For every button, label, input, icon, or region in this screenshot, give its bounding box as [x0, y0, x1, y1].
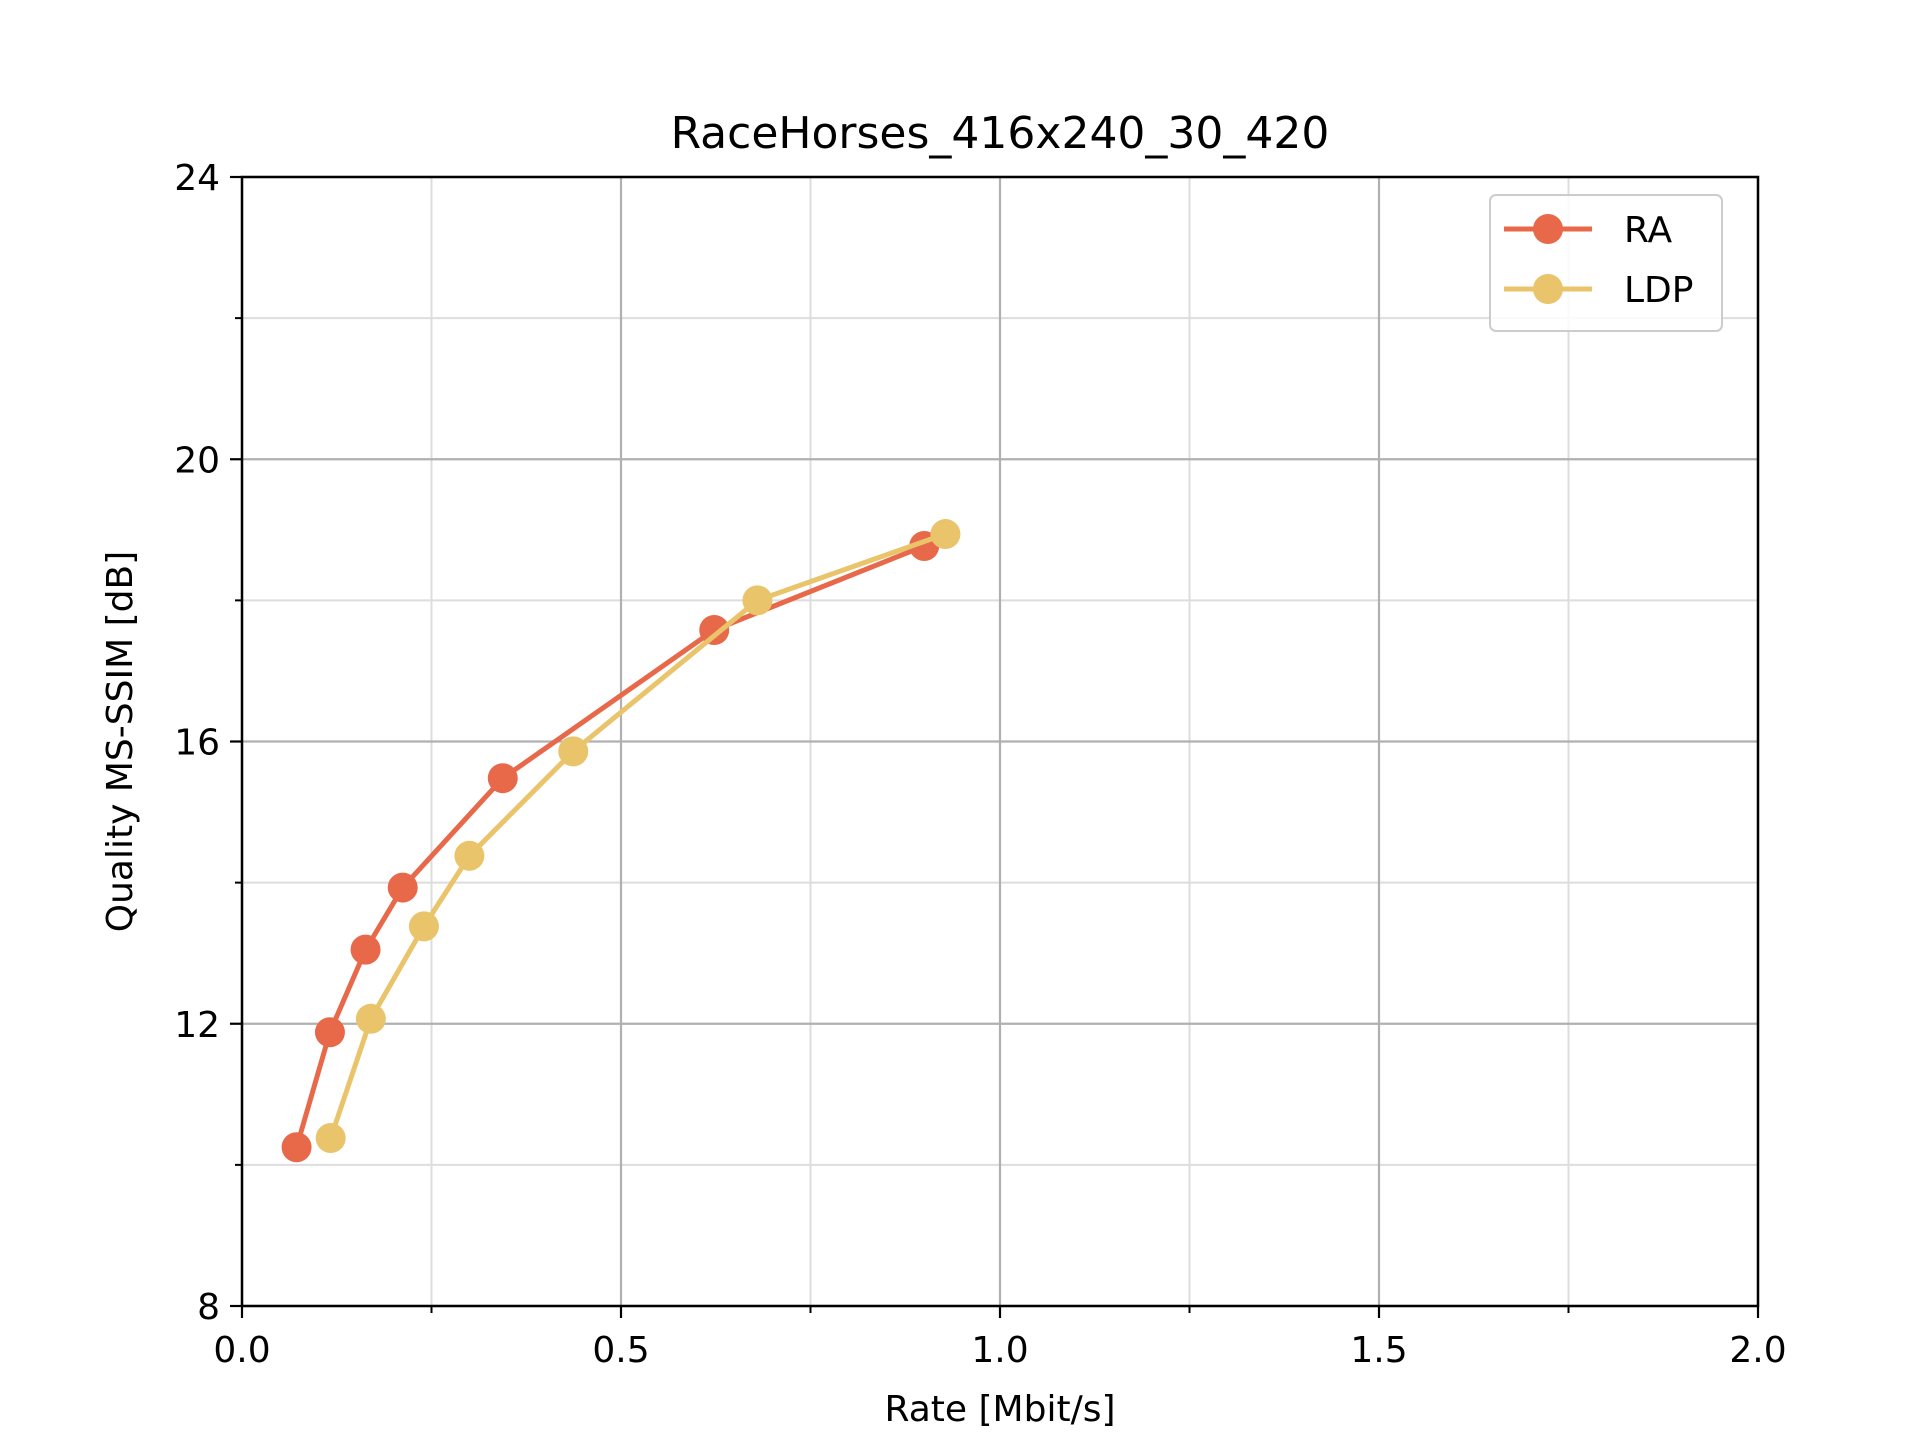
legend-label: RA [1624, 210, 1673, 251]
x-tick-label: 0.0 [213, 1330, 270, 1371]
y-tick-label: 24 [174, 158, 220, 199]
series [281, 519, 961, 1163]
data-point [930, 519, 961, 550]
x-tick-label: 2.0 [1729, 1330, 1786, 1371]
data-point [387, 872, 418, 903]
series-ldp [315, 519, 961, 1154]
x-tick-label: 0.5 [592, 1330, 649, 1371]
chart-title: RaceHorses_416x240_30_420 [671, 108, 1330, 159]
data-point [281, 1132, 312, 1163]
plot-frame [240, 175, 1760, 1308]
axis-ticks: 0.0 0.5 1.0 1.5 2.0 8 12 16 20 24 [174, 158, 1786, 1371]
x-tick-label: 1.5 [1350, 1330, 1407, 1371]
data-point [314, 1017, 345, 1048]
legend: RA LDP [1489, 194, 1723, 332]
x-tick-label: 1.0 [971, 1330, 1028, 1371]
data-point [454, 840, 485, 871]
legend-marker [1533, 214, 1563, 244]
series-ra [281, 531, 940, 1163]
legend-item-ra: RA [1504, 210, 1673, 251]
legend-label: LDP [1624, 270, 1694, 311]
y-tick-label: 20 [174, 440, 220, 481]
legend-item-ldp: LDP [1504, 270, 1694, 311]
y-tick-label: 8 [197, 1287, 220, 1328]
data-point [558, 736, 589, 767]
y-axis-label: Quality MS-SSIM [dB] [100, 551, 141, 932]
y-tick-label: 12 [174, 1005, 220, 1046]
data-point [355, 1003, 386, 1034]
data-point [699, 615, 730, 646]
y-tick-label: 16 [174, 723, 220, 764]
data-point [487, 763, 518, 794]
data-point [408, 911, 439, 942]
legend-marker [1533, 274, 1563, 304]
data-point [315, 1123, 346, 1154]
x-axis-label: Rate [Mbit/s] [885, 1389, 1116, 1430]
data-point [742, 585, 773, 616]
data-point [350, 934, 381, 965]
